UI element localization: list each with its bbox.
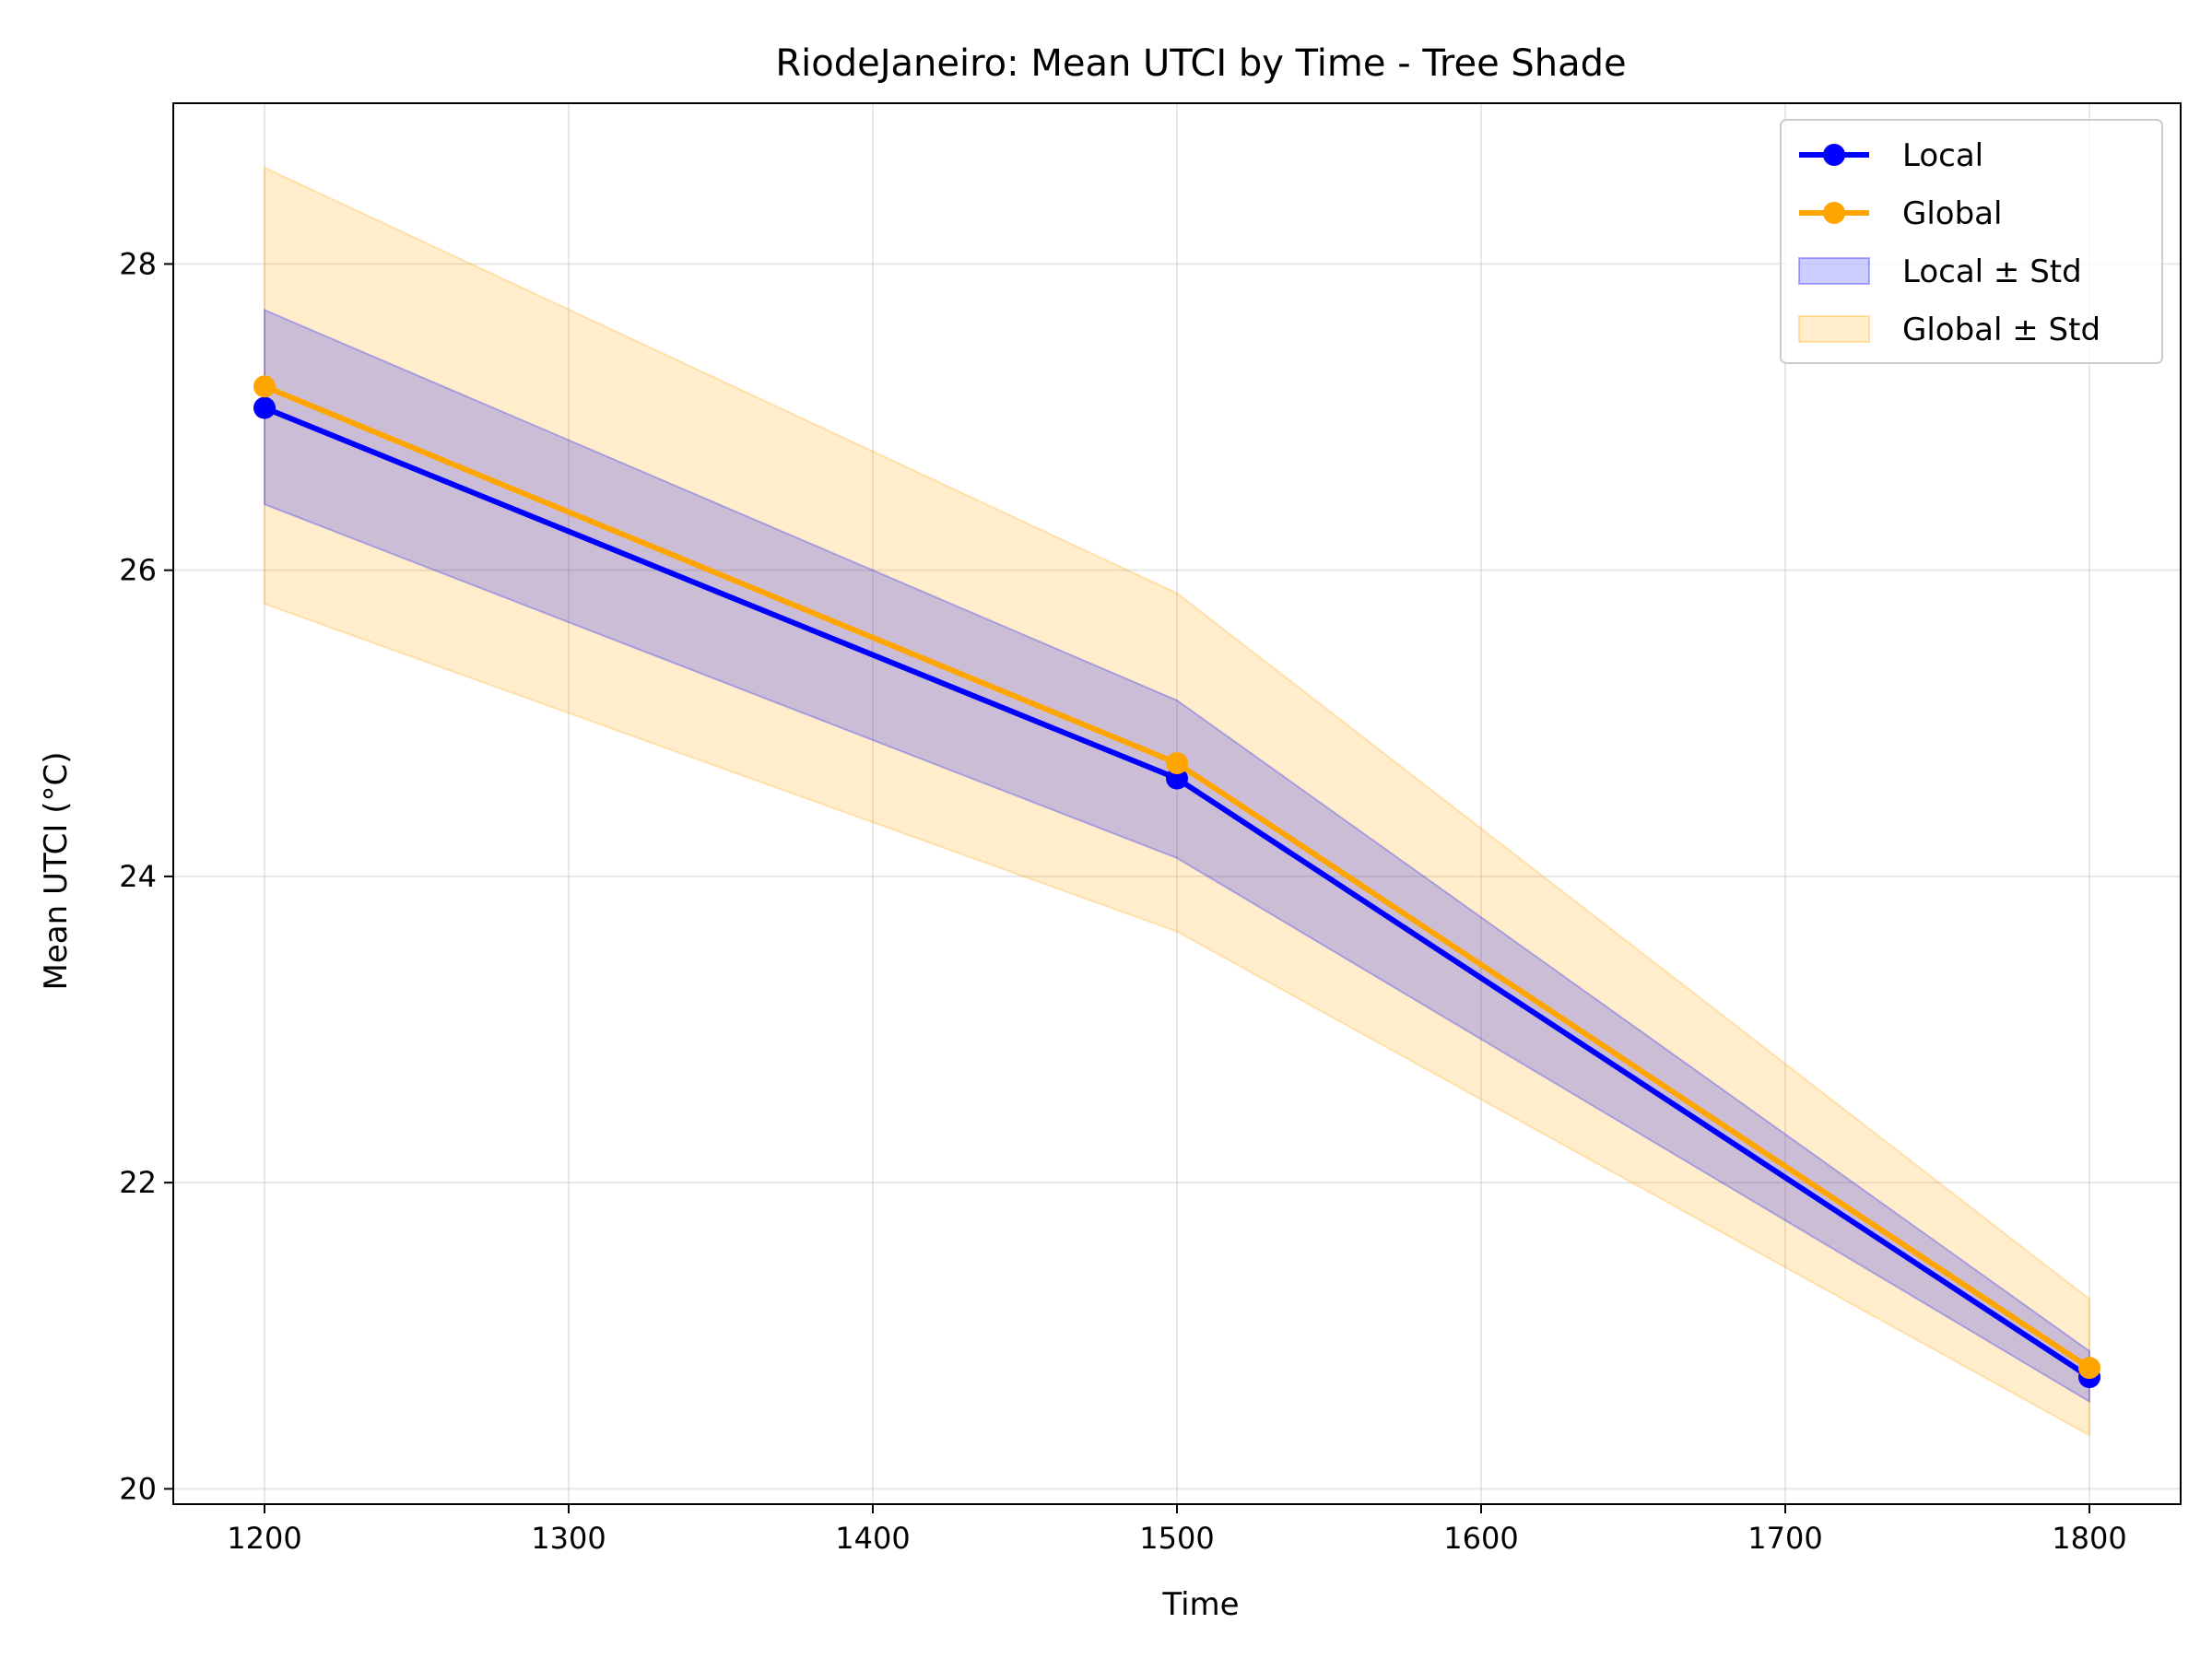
x-tick-label: 1200: [227, 1521, 301, 1556]
x-tick-label: 1800: [2052, 1521, 2126, 1556]
global-data-point: [253, 375, 276, 398]
global-data-point: [2078, 1357, 2100, 1380]
local-std-band: [264, 308, 2090, 1404]
local-data-point: [1166, 767, 1188, 790]
y-tick-label: 24: [119, 859, 157, 894]
x-tick-label: 1500: [1139, 1521, 1214, 1556]
x-tick-label: 1600: [1443, 1521, 1518, 1556]
global-std-band: [264, 166, 2090, 1437]
y-tick-label: 20: [119, 1471, 157, 1506]
legend-global-std-swatch: [1798, 315, 1870, 343]
legend-global-std-label: Global ± Std: [1902, 312, 2100, 348]
x-tick-label: 1700: [1747, 1521, 1822, 1556]
x-tick-label: 1400: [835, 1521, 910, 1556]
y-axis-label: Mean UTCI (°C): [38, 752, 75, 991]
legend-global-marker: [1823, 202, 1845, 224]
global-data-point: [1166, 751, 1188, 774]
plot-area: 1200 1300 1400 1500 1600 1700 1800 20 22 24 26 28: [119, 102, 2182, 1556]
chart-title: RiodeJaneiro: Mean UTCI by Time - Tree S…: [775, 42, 1626, 85]
legend-box: [1780, 119, 2163, 364]
local-data-point: [253, 396, 276, 419]
legend-local-label: Local: [1902, 137, 1983, 174]
legend-global-label: Global: [1902, 195, 2002, 232]
legend: Local Global Local ± Std Global ± Std: [1780, 119, 2163, 364]
y-tick-label: 28: [119, 246, 157, 281]
legend-local-std-label: Local ± Std: [1902, 253, 2082, 290]
legend-local-std-swatch: [1798, 257, 1870, 285]
x-axis-label: Time: [1161, 1586, 1239, 1623]
y-tick-label: 22: [119, 1165, 157, 1200]
x-tick-label: 1300: [531, 1521, 606, 1556]
y-tick-label: 26: [119, 553, 157, 588]
legend-local-marker: [1823, 144, 1845, 166]
